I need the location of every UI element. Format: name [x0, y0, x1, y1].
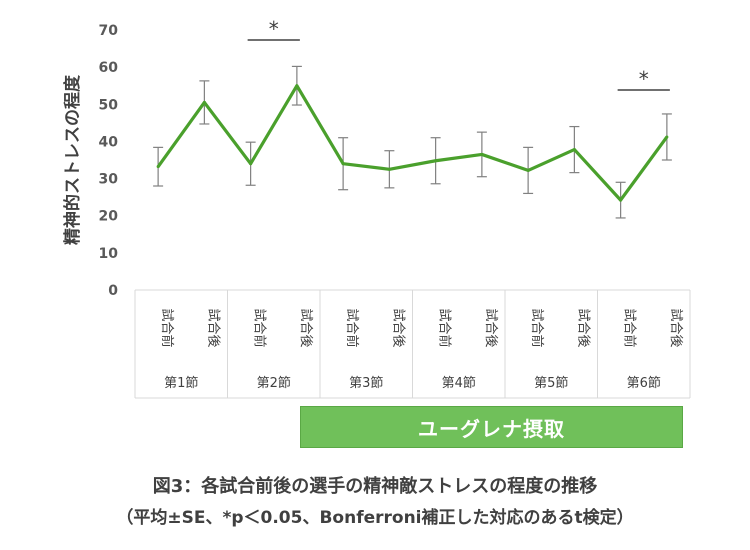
group-label: 第1節	[164, 376, 198, 391]
y-axis-ticks: 0 10 20 30 40 50 60 70	[99, 23, 119, 299]
category-label: 試合後	[390, 308, 406, 347]
data-point	[295, 84, 299, 88]
y-tick-label: 10	[99, 246, 119, 262]
data-point	[341, 162, 345, 166]
data-point	[202, 100, 206, 104]
series-line	[156, 84, 669, 202]
y-axis-label: 精神的ストレスの程度	[62, 74, 83, 245]
data-point	[572, 148, 576, 152]
y-tick-label: 30	[99, 172, 119, 188]
group-label: 第2節	[257, 376, 291, 391]
error-bars	[153, 65, 672, 219]
data-point	[156, 165, 160, 169]
y-tick-label: 70	[99, 23, 119, 39]
y-tick-label: 20	[99, 209, 119, 225]
group-label: 第6節	[627, 376, 661, 391]
y-tick-label: 60	[99, 60, 119, 76]
category-label: 試合前	[529, 308, 545, 347]
intervention-band: ユーグレナ摂取	[300, 406, 683, 448]
significance-star: *	[269, 17, 279, 41]
group-label: 第5節	[534, 376, 568, 391]
data-point	[619, 198, 623, 202]
category-label: 試合後	[298, 308, 314, 347]
y-tick-label: 50	[99, 97, 119, 113]
data-point	[526, 168, 530, 172]
data-point	[434, 159, 438, 163]
group-label: 第3節	[349, 376, 383, 391]
figure-caption-note: （平均±SE、*p＜0.05、Bonferroni補正した対応のあるt検定）	[116, 508, 634, 528]
category-label: 試合前	[437, 308, 453, 347]
category-label: 試合後	[575, 308, 591, 347]
significance-star: *	[639, 67, 649, 91]
category-label: 試合前	[622, 308, 638, 347]
data-point	[387, 167, 391, 171]
data-point	[480, 152, 484, 156]
category-label: 試合前	[159, 308, 175, 347]
category-label: 試合後	[205, 308, 221, 347]
intervention-label: ユーグレナ摂取	[418, 416, 565, 441]
figure-caption-title: 図3：各試合前後の選手の精神敵ストレスの程度の推移	[152, 476, 598, 497]
category-label: 試合後	[668, 308, 684, 347]
category-label: 試合後	[483, 308, 499, 347]
series-line-group	[156, 84, 669, 202]
data-point	[665, 135, 669, 139]
category-label: 試合前	[344, 308, 360, 347]
significance-markers: **	[247, 17, 670, 91]
category-label: 試合前	[252, 308, 268, 347]
data-point	[249, 162, 253, 166]
group-label: 第4節	[442, 376, 476, 391]
y-tick-label: 40	[99, 134, 119, 150]
y-tick-label: 0	[108, 283, 118, 299]
